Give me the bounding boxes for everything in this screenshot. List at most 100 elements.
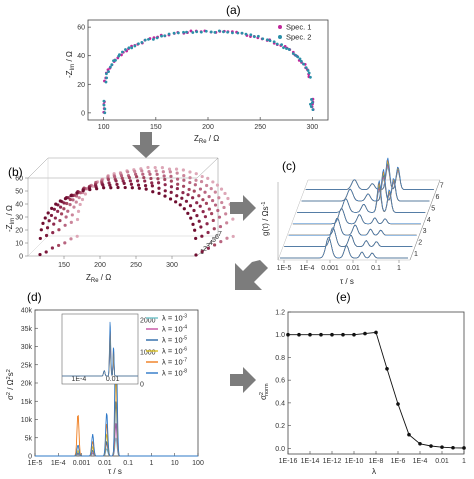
b-point-1 [41,221,45,225]
a-ytick-label: 40 [77,53,85,60]
panel-c-xlabel: τ / s [340,277,354,286]
e-xtick-label: 1E-6 [391,458,406,465]
c-depth-label: 4 [427,217,431,224]
b-point-3 [169,185,174,189]
b-point-2 [44,250,48,254]
a-point-2 [226,30,230,34]
e-ytick-label: 1.2 [275,310,285,317]
b-point-5 [217,215,222,219]
b-point-1 [69,194,73,198]
a-ytick-label: 20 [77,82,85,89]
a-point-2 [268,39,272,43]
b-point-7 [146,165,150,170]
a-point-2 [299,59,303,63]
b-point-1 [50,206,54,211]
e-series-line [288,331,465,449]
a-point-2 [309,105,313,109]
b-point-1 [75,191,79,195]
panel-e-letter: (e) [336,290,351,304]
b-point-1 [189,216,193,220]
panel-e-chart: 1E-16 1E-14 1E-12 1E-10 1E-8 1E-6 1E-4 0.01 1 0.0… [259,310,466,477]
b-point-5 [175,177,180,181]
b-point-5 [216,208,220,213]
e-point [308,332,312,337]
b-point-4 [65,201,69,206]
c-curve-row5-s1 [297,189,426,213]
d-xtick-label: 100 [192,460,204,467]
b-point-2 [101,183,105,187]
c-curve-row3-s1 [288,217,417,236]
b-point-7 [200,174,204,179]
b-point-4 [211,218,215,223]
a-point-2 [195,30,199,34]
e-xtick-label: 1E-10 [345,458,364,465]
c-curve-row7-s6 [305,157,434,190]
c-curve-row1-s1 [280,237,408,259]
panel-d-ylabel: σ2 / Ω2s2 [6,369,15,400]
b-ytick-label: 40 [15,202,23,209]
c-depth-label: 5 [431,205,435,212]
d-ytick-label: 10k [21,417,33,424]
a-point-2 [222,30,225,34]
b-point-6 [222,205,226,210]
b-point-1 [116,185,120,190]
a-point-2 [155,36,159,40]
b-ytick-label: 10 [15,241,23,248]
b-point-4 [156,177,160,181]
b-point-2 [157,186,161,190]
b-point-6 [154,169,158,173]
a-point-2 [147,37,150,41]
b-point-2 [184,199,189,203]
a-point-2 [105,72,108,76]
b-point-2 [197,219,201,223]
c-xtick-label: 0.001 [321,265,339,272]
c-xtick-label: 1E-5 [277,265,292,272]
b-point-2 [44,233,49,238]
a-point-2 [261,37,265,41]
c-xtick-label: 1 [397,265,401,272]
e-xtick-label: 1E-14 [301,458,320,465]
b-point-2 [192,208,196,213]
b-point-1 [144,187,148,191]
b-point-2 [49,213,54,218]
e-point [374,330,378,335]
b-point-3 [163,183,167,187]
d-legend-label-2: λ = 10-4 [162,325,187,334]
b-point-1 [46,211,50,215]
e-xtick-label: 1E-4 [413,458,428,465]
e-ytick-label: 0.2 [275,423,285,430]
b-point-7 [226,196,230,201]
b-point-5 [213,203,218,207]
a-ytick-label: 0 [81,110,85,117]
b-point-4 [163,177,167,182]
b-point-7 [215,183,220,187]
b-point-3 [198,204,202,208]
a-point-2 [294,53,298,57]
c-curve-row2-s4 [284,227,413,247]
c-xtick-label: 1E-4 [300,265,315,272]
a-point-2 [118,53,121,57]
c-curve-row6-s6 [301,169,430,202]
b-point-1 [191,222,195,226]
b-point-7 [231,217,235,221]
d-ytick-label: 35k [21,326,33,333]
a-point-2 [291,52,295,56]
b-point-1 [58,199,62,203]
b-point-6 [168,170,172,174]
b-point-3 [186,193,190,197]
c-curve-row6-s5 [301,171,430,202]
b-point-7 [76,209,81,213]
a-point-2 [167,32,171,36]
b-point-4 [197,194,201,198]
a-point-2 [107,70,110,74]
a-point-2 [182,30,185,34]
d-curve-series-1 [35,437,198,457]
b-ytick-label: 30 [15,215,23,222]
b-point-2 [200,250,204,254]
d-xtick-label: 0.01 [98,460,112,467]
b-point-2 [175,194,179,198]
e-ytick-label: 0.8 [275,355,285,362]
b-point-5 [219,240,223,244]
